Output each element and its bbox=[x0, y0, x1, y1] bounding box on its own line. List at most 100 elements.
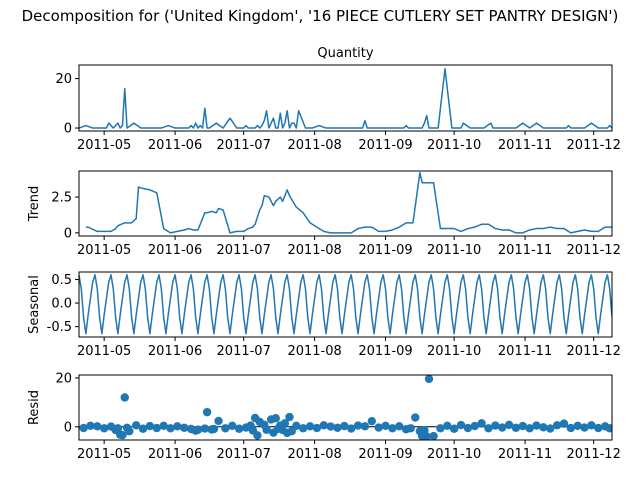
panel3-point bbox=[367, 416, 377, 426]
panel3-point bbox=[214, 416, 223, 426]
panel0-frame bbox=[78, 64, 613, 132]
panel1-ytick-label: 2.5 bbox=[51, 191, 72, 206]
panel3-point bbox=[546, 424, 555, 433]
panel0-xtick-label: 2011-10 bbox=[427, 138, 481, 153]
panel3-point bbox=[518, 421, 527, 431]
panel1-plot-area bbox=[85, 171, 612, 234]
panel3-point bbox=[200, 424, 210, 433]
panel3-point bbox=[422, 432, 431, 440]
panel3-point bbox=[411, 413, 420, 422]
panel3-point bbox=[381, 421, 390, 431]
panel3-plot-area bbox=[79, 375, 612, 440]
panel3-point bbox=[443, 421, 452, 431]
quantity-panel: Quantity 0 20 2011-05 2011-06 2011-07 2011-08 2… bbox=[55, 46, 620, 153]
panel3-xtick-label: 2011-06 bbox=[148, 447, 202, 462]
panel3-point bbox=[333, 423, 342, 432]
panel3-point bbox=[234, 424, 244, 433]
panel3-point bbox=[138, 424, 148, 433]
panel3-point bbox=[424, 375, 434, 384]
panel3-point bbox=[159, 421, 168, 431]
panel3-point bbox=[525, 424, 534, 433]
panel1-ylabel: Trend bbox=[27, 186, 42, 223]
panel3-point bbox=[605, 424, 612, 433]
panel0-xtick-label: 2011-08 bbox=[287, 138, 341, 153]
panel3-point bbox=[429, 431, 438, 440]
panel3-point bbox=[173, 422, 182, 431]
figure-suptitle: Decomposition for ('United Kingdom', '16… bbox=[22, 7, 619, 25]
panel3-point bbox=[566, 423, 576, 433]
panel1-xtick-label: 2011-10 bbox=[427, 243, 481, 258]
panel3-point bbox=[559, 419, 569, 428]
panel3-point bbox=[420, 426, 429, 435]
panel3-point bbox=[594, 423, 603, 433]
panel2-frame bbox=[78, 271, 613, 338]
panel3-xtick-label: 2011-07 bbox=[217, 447, 271, 462]
panel1-xtick-label: 2011-05 bbox=[77, 243, 131, 258]
panel0-xtick-label: 2011-11 bbox=[498, 138, 552, 153]
panel1-ytick-label: 0 bbox=[64, 226, 72, 241]
trend-panel: Trend 0 2.5 2011-05 2011-06 2011-07 2011-08 201… bbox=[27, 170, 621, 258]
panel1-xtick-label: 2011-09 bbox=[358, 243, 412, 258]
panel3-point bbox=[280, 419, 290, 428]
panel3-xtick-label: 2011-05 bbox=[77, 447, 131, 462]
panel2-xtick-label: 2011-08 bbox=[287, 344, 341, 359]
panel3-point bbox=[93, 422, 102, 431]
panel3-point bbox=[193, 425, 203, 434]
panel3-point bbox=[573, 421, 582, 431]
panel3-point bbox=[298, 424, 308, 433]
panel3-point bbox=[436, 424, 445, 433]
panel3-xtick-label: 2011-09 bbox=[358, 447, 412, 462]
panel1-xtick-label: 2011-12 bbox=[567, 243, 621, 258]
panel3-frame bbox=[78, 374, 613, 441]
panel1-series-line bbox=[85, 171, 612, 234]
panel1-xtick-label: 2011-06 bbox=[148, 243, 202, 258]
panel3-point bbox=[340, 421, 349, 431]
panel3-point bbox=[209, 424, 219, 434]
panel2-xtick-label: 2011-07 bbox=[217, 344, 271, 359]
panel3-point bbox=[113, 424, 123, 433]
panel3-xtick-label: 2011-12 bbox=[567, 447, 621, 462]
panel2-ytick-label: -0.5 bbox=[47, 320, 72, 335]
panel3-point bbox=[125, 427, 134, 436]
panel3-point bbox=[463, 423, 473, 433]
panel2-xtick-label: 2011-09 bbox=[358, 344, 412, 359]
panel0-xtick-label: 2011-06 bbox=[148, 138, 202, 153]
panel2-xtick-label: 2011-11 bbox=[498, 344, 552, 359]
panel2-xtick-label: 2011-10 bbox=[427, 344, 481, 359]
panel2-plot-area bbox=[79, 274, 612, 335]
panel3-point bbox=[99, 424, 109, 433]
panel3-point bbox=[539, 423, 548, 432]
panel3-point bbox=[353, 421, 363, 430]
panel3-point bbox=[360, 422, 370, 431]
panel3-point bbox=[484, 424, 493, 433]
panel2-ytick-label: 0.0 bbox=[51, 297, 72, 312]
panel3-point bbox=[118, 430, 127, 440]
panel0-series-line bbox=[79, 67, 612, 129]
panel3-point bbox=[511, 423, 521, 432]
panel3-point bbox=[491, 421, 500, 430]
panel1-xtick-label: 2011-08 bbox=[287, 243, 341, 258]
panel3-point bbox=[477, 419, 486, 428]
panel3-point bbox=[131, 421, 141, 430]
panel3-point bbox=[326, 422, 335, 431]
panel3-point bbox=[395, 422, 404, 431]
panel3-point bbox=[145, 421, 155, 431]
panel2-series-line bbox=[79, 274, 612, 335]
panel3-point bbox=[305, 422, 315, 431]
panel3-point bbox=[221, 424, 230, 433]
panel3-xtick-label: 2011-08 bbox=[287, 447, 341, 462]
panel3-point bbox=[228, 421, 237, 431]
panel3-point bbox=[202, 407, 212, 417]
seasonal-panel: Seasonal 0.5 0.0 -0.5 2011-05 2011-06 2011-07 2… bbox=[27, 271, 621, 359]
panel1-xtick-label: 2011-11 bbox=[498, 243, 552, 258]
panel3-point bbox=[552, 421, 562, 430]
panel3-point bbox=[312, 423, 322, 433]
panel3-point bbox=[347, 424, 356, 433]
panel3-point bbox=[292, 421, 301, 431]
panel3-point bbox=[285, 412, 294, 422]
panel3-point bbox=[166, 424, 175, 433]
panel3-point bbox=[262, 425, 271, 434]
resid-panel: Resid 0 20 2011-05 2011-06 2011-07 2011-08 2011… bbox=[27, 371, 621, 462]
panel3-xtick-label: 2011-11 bbox=[498, 447, 552, 462]
panel0-ytick-label: 0 bbox=[64, 122, 72, 137]
